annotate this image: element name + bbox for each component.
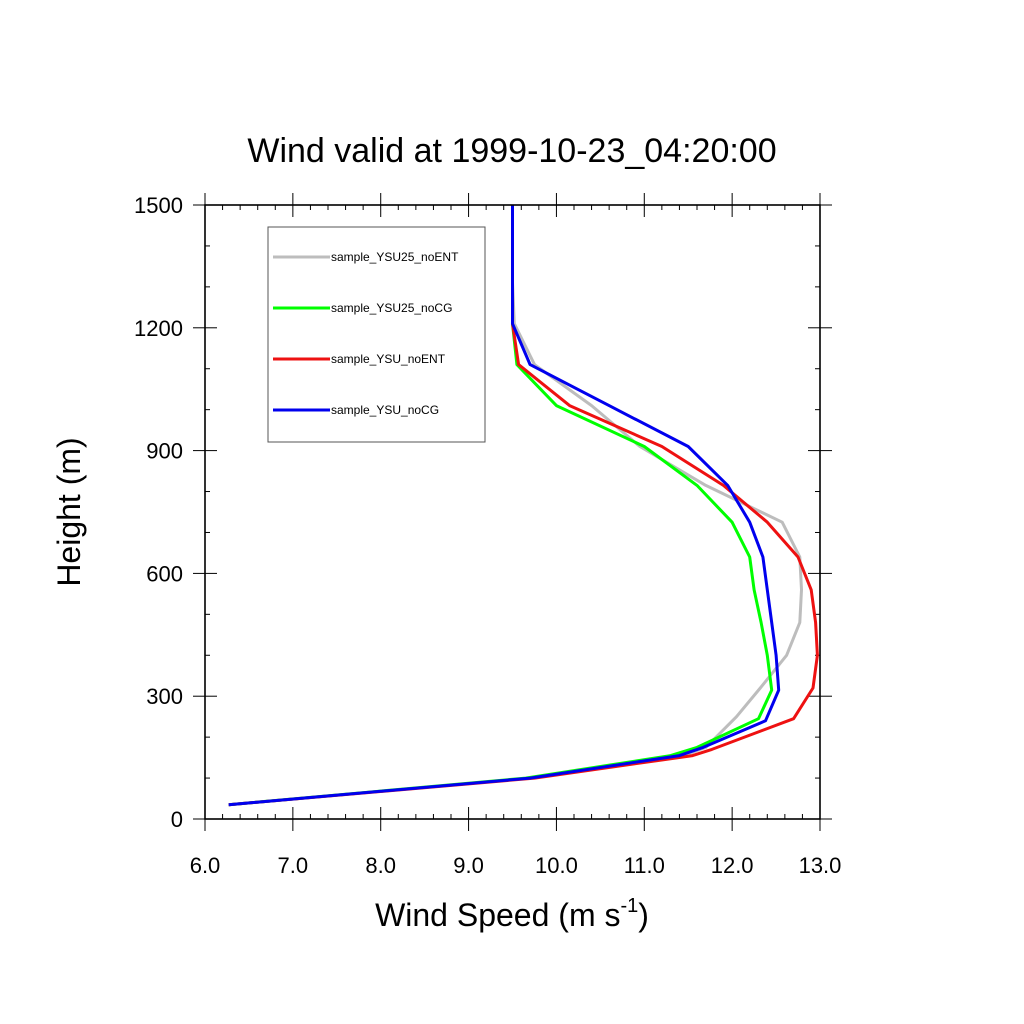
y-tick-label: 0 <box>171 807 183 832</box>
x-axis-label-superscript: -1 <box>620 895 638 917</box>
series-line-sample_YSU_noCG <box>228 205 781 807</box>
y-tick-label: 1500 <box>134 193 183 218</box>
y-tick-label: 600 <box>146 561 183 586</box>
x-tick-labels: 6.0 7.0 8.0 9.0 10.0 11.0 12.0 13.0 <box>190 853 842 878</box>
y-tick-label: 300 <box>146 684 183 709</box>
x-axis-label-main: Wind Speed (m s <box>375 897 620 933</box>
legend-label: sample_YSU_noCG <box>331 403 439 417</box>
x-tick-label: 12.0 <box>711 853 754 878</box>
x-tick-label: 7.0 <box>278 853 309 878</box>
plot-frame <box>204 204 821 820</box>
legend-label: sample_YSU25_noCG <box>331 301 452 315</box>
axis-ticks <box>193 193 832 831</box>
x-tick-label: 6.0 <box>190 853 221 878</box>
chart-title: Wind valid at 1999-10-23_04:20:00 <box>247 132 776 170</box>
x-tick-label: 10.0 <box>535 853 578 878</box>
x-tick-label: 13.0 <box>799 853 842 878</box>
series-line-sample_YSU_noENT <box>228 205 819 807</box>
series-lines <box>228 205 819 807</box>
x-axis-label-end: ) <box>638 897 649 933</box>
legend-box <box>267 226 486 443</box>
x-tick-label: 8.0 <box>365 853 396 878</box>
x-axis-label: Wind Speed (m s-1) <box>375 895 649 933</box>
legend: sample_YSU25_noENT sample_YSU25_noCGsampl… <box>267 226 486 443</box>
legend-label: sample_YSU_noENT <box>331 352 446 366</box>
x-tick-label: 11.0 <box>624 853 665 878</box>
y-tick-label: 900 <box>146 439 183 464</box>
y-axis-label: Height (m) <box>51 437 87 586</box>
y-tick-label: 1200 <box>134 316 183 341</box>
legend-label: sample_YSU25_noENT <box>331 250 459 264</box>
y-tick-labels: 0 300 600 900 1200 1500 <box>134 193 183 832</box>
x-tick-label: 9.0 <box>453 853 484 878</box>
